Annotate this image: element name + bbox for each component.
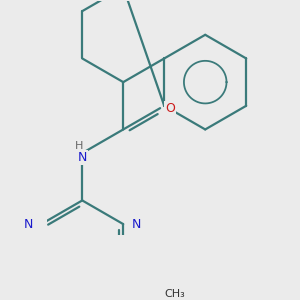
Text: N: N [132, 218, 141, 231]
Text: N: N [23, 218, 33, 231]
Text: CH₃: CH₃ [165, 289, 185, 299]
Text: H: H [75, 141, 84, 152]
Text: O: O [165, 102, 175, 115]
Text: N: N [78, 151, 87, 164]
